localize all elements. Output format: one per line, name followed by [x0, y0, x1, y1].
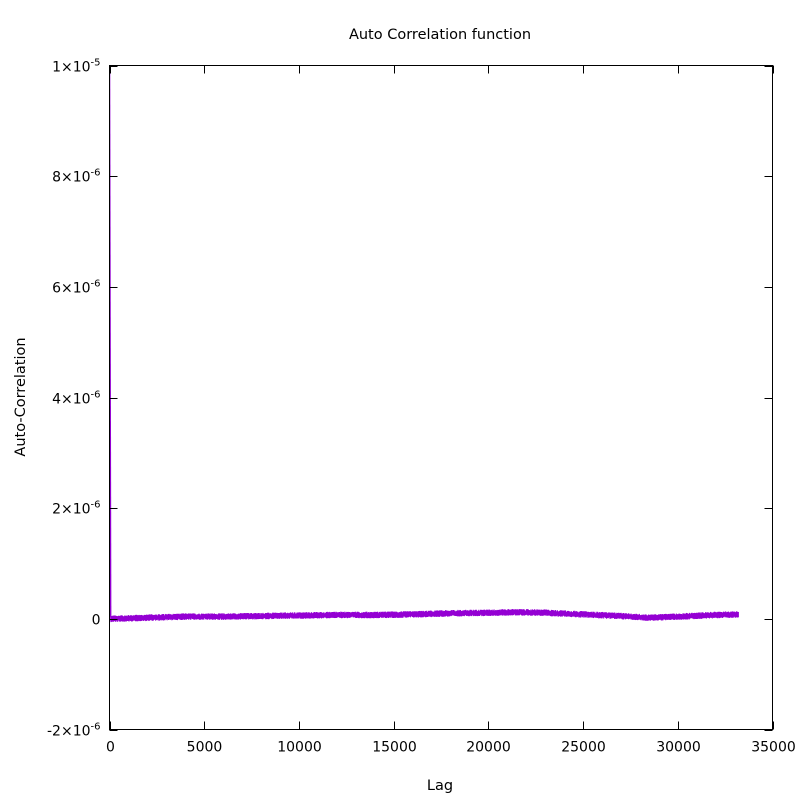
- y-tick-label: 2×10-6: [52, 500, 100, 518]
- x-tick-label: 5000: [187, 740, 223, 756]
- plot-frame: [109, 65, 773, 730]
- x-tick-label: 15000: [372, 740, 417, 756]
- y-tick-label: 8×10-6: [52, 168, 100, 186]
- x-tick-label: 30000: [656, 740, 701, 756]
- x-tick-label: 20000: [466, 740, 511, 756]
- y-tick-label: 0: [92, 613, 101, 629]
- ticks-group: 0 5000 10000 15000 20000 25000 30000 35000 -2×10…: [47, 58, 796, 756]
- chart-title: Auto Correlation function: [349, 27, 531, 43]
- x-tick-label: 0: [106, 740, 115, 756]
- x-tick-label: 10000: [277, 740, 322, 756]
- plot-area: [109, 65, 739, 623]
- y-tick-label: -2×10-6: [47, 722, 101, 740]
- y-axis-label: Auto-Correlation: [13, 337, 29, 456]
- acf-series-line: [110, 608, 739, 623]
- y-tick-label: 4×10-6: [52, 390, 100, 408]
- x-tick-label: 35000: [751, 740, 796, 756]
- x-tick-label: 25000: [561, 740, 606, 756]
- y-tick-label: 6×10-6: [52, 279, 100, 297]
- x-axis-label: Lag: [427, 778, 453, 794]
- series-group: [109, 65, 739, 623]
- y-tick-label: 1×10-5: [52, 58, 100, 76]
